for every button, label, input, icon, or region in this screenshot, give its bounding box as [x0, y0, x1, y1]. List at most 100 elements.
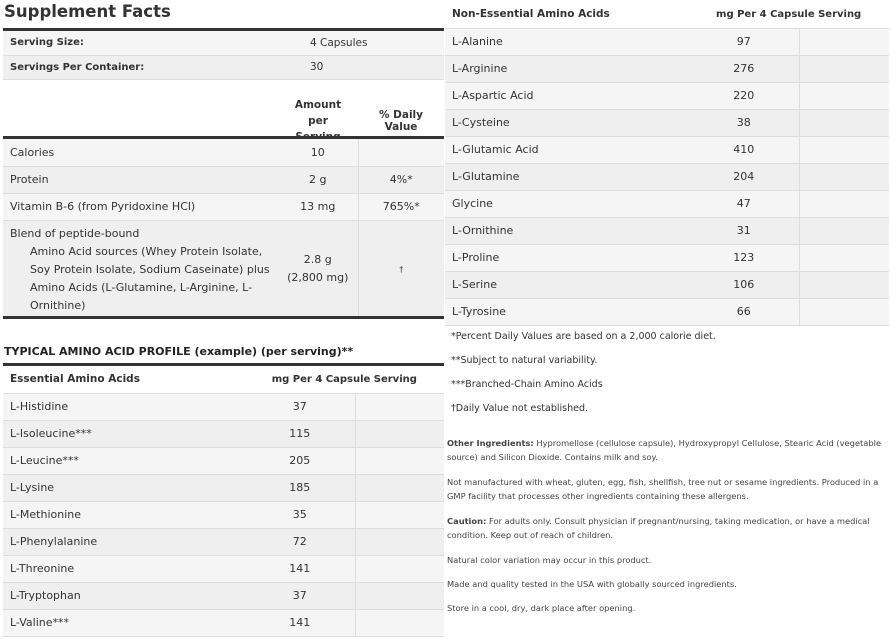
table-row: L-Isoleucine*** 115	[3, 420, 444, 448]
amino-name: L-Glutamine	[445, 163, 689, 191]
empty-cell	[799, 163, 889, 191]
amino-value: 141	[244, 555, 356, 583]
amino-name: Glycine	[445, 190, 689, 218]
table-row: L-Threonine 141	[3, 555, 444, 583]
empty-cell	[354, 609, 444, 637]
amino-value: 123	[688, 244, 800, 272]
table-row: L-Tryptophan 37	[3, 582, 444, 610]
table-row: L-Valine*** 141	[3, 609, 444, 637]
amino-name: L-Histidine	[3, 393, 245, 421]
amino-value: 72	[244, 528, 356, 556]
amino-name: L-Valine***	[3, 609, 245, 637]
divider	[3, 136, 444, 139]
divider	[3, 316, 444, 319]
amino-name: L-Ornithine	[445, 217, 689, 245]
divider	[3, 28, 444, 31]
amino-name: L-Cysteine	[445, 109, 689, 137]
empty-cell	[354, 582, 444, 610]
amino-value: 204	[688, 163, 800, 191]
table-row: L-Cysteine 38	[445, 109, 889, 137]
amino-value: 276	[688, 55, 800, 83]
facts-rows: Calories 10 Protein 2 g 4%* Vitamin B-6 (fr…	[3, 139, 444, 318]
table-row: L-Phenylalanine 72	[3, 528, 444, 556]
other-ingredients: Other Ingredients: Hypromellose (cellulo…	[447, 436, 887, 464]
amino-name: L-Lysine	[3, 474, 245, 502]
nutrient-amount: 2 g	[278, 166, 358, 194]
nutrient-amount: 10	[278, 139, 358, 167]
amino-value: 141	[244, 609, 356, 637]
page-title: Supplement Facts	[4, 2, 171, 21]
caution-text: For adults only. Consult physician if pr…	[447, 516, 870, 540]
blend-amount: 2.8 g (2,800 mg)	[278, 220, 358, 318]
divider	[3, 363, 444, 366]
empty-cell	[799, 109, 889, 137]
table-row: L-Proline 123	[445, 244, 889, 272]
storage-note: Store in a cool, dry, dark place after o…	[447, 603, 636, 613]
footnote: †Daily Value not established.	[451, 403, 589, 414]
empty-cell	[799, 217, 889, 245]
blend-sources: Amino Acid sources (Whey Protein Isolate…	[30, 244, 270, 312]
essential-header: Essential Amino Acids	[3, 366, 245, 394]
empty-cell	[799, 82, 889, 110]
amino-value: 37	[244, 582, 356, 610]
nonessential-header: Non-Essential Amino Acids	[445, 1, 689, 29]
made-in-usa-note: Made and quality tested in the USA with …	[447, 579, 737, 589]
table-row: L-Aspartic Acid 220	[445, 82, 889, 110]
nutrient-dv: 765%*	[357, 193, 444, 221]
essential-amino-table: Essential Amino Acids mg Per 4 Capsule Se…	[3, 366, 444, 637]
amino-value: 66	[688, 298, 800, 326]
caution-label: Caution:	[447, 516, 487, 526]
empty-cell	[354, 528, 444, 556]
empty-cell	[799, 28, 889, 56]
empty-cell	[799, 298, 889, 326]
nutrient-dv	[357, 139, 444, 167]
amino-value: 106	[688, 271, 800, 299]
table-row: Glycine 47	[445, 190, 889, 218]
nonessential-amino-table: Non-Essential Amino Acids mg Per 4 Capsul…	[445, 1, 889, 326]
amino-name: L-Alanine	[445, 28, 689, 56]
amino-value: 115	[244, 420, 356, 448]
profile-title: TYPICAL AMINO ACID PROFILE (example) (pe…	[4, 345, 354, 358]
nutrient-name: Protein	[3, 166, 278, 194]
amino-value: 35	[244, 501, 356, 529]
amino-name: L-Tyrosine	[445, 298, 689, 326]
empty-cell	[354, 420, 444, 448]
empty-cell	[354, 474, 444, 502]
amino-name: L-Phenylalanine	[3, 528, 245, 556]
table-row: L-Serine 106	[445, 271, 889, 299]
nutrient-name: Vitamin B-6 (from Pyridoxine HCl)	[3, 193, 278, 221]
nutrient-amount: 13 mg	[278, 193, 358, 221]
table-row: L-Lysine 185	[3, 474, 444, 502]
table-row: L-Glutamine 204	[445, 163, 889, 191]
nutrient-dv: 4%*	[357, 166, 444, 194]
amino-name: L-Isoleucine***	[3, 420, 245, 448]
empty-cell	[354, 447, 444, 475]
amino-value: 220	[688, 82, 800, 110]
table-row: L-Ornithine 31	[445, 217, 889, 245]
empty-cell	[354, 501, 444, 529]
empty-cell	[799, 190, 889, 218]
amino-name: L-Tryptophan	[3, 582, 245, 610]
table-row: L-Alanine 97	[445, 28, 889, 56]
footnote: ***Branched-Chain Amino Acids	[451, 379, 603, 390]
amino-value: 410	[688, 136, 800, 164]
serving-table: Serving Size: 4 Capsules Servings Per Con…	[3, 31, 444, 80]
amino-value: 47	[688, 190, 800, 218]
table-row: L-Methionine 35	[3, 501, 444, 529]
table-row: Vitamin B-6 (from Pyridoxine HCl) 13 mg 76…	[3, 193, 444, 221]
nonessential-col-header: mg Per 4 Capsule Serving	[688, 1, 889, 29]
table-row: Calories 10	[3, 139, 444, 167]
table-row: L-Tyrosine 66	[445, 298, 889, 326]
blend-name: Blend of peptide-bound	[10, 226, 140, 240]
servings-per-container-label: Servings Per Container:	[3, 55, 303, 80]
empty-cell	[354, 555, 444, 583]
amino-name: L-Serine	[445, 271, 689, 299]
table-row: L-Glutamic Acid 410	[445, 136, 889, 164]
empty-cell	[354, 393, 444, 421]
table-row: L-Histidine 37	[3, 393, 444, 421]
amino-value: 97	[688, 28, 800, 56]
amino-name: L-Methionine	[3, 501, 245, 529]
blend-dv: †	[357, 220, 444, 318]
amino-value: 31	[688, 217, 800, 245]
amino-value: 38	[688, 109, 800, 137]
